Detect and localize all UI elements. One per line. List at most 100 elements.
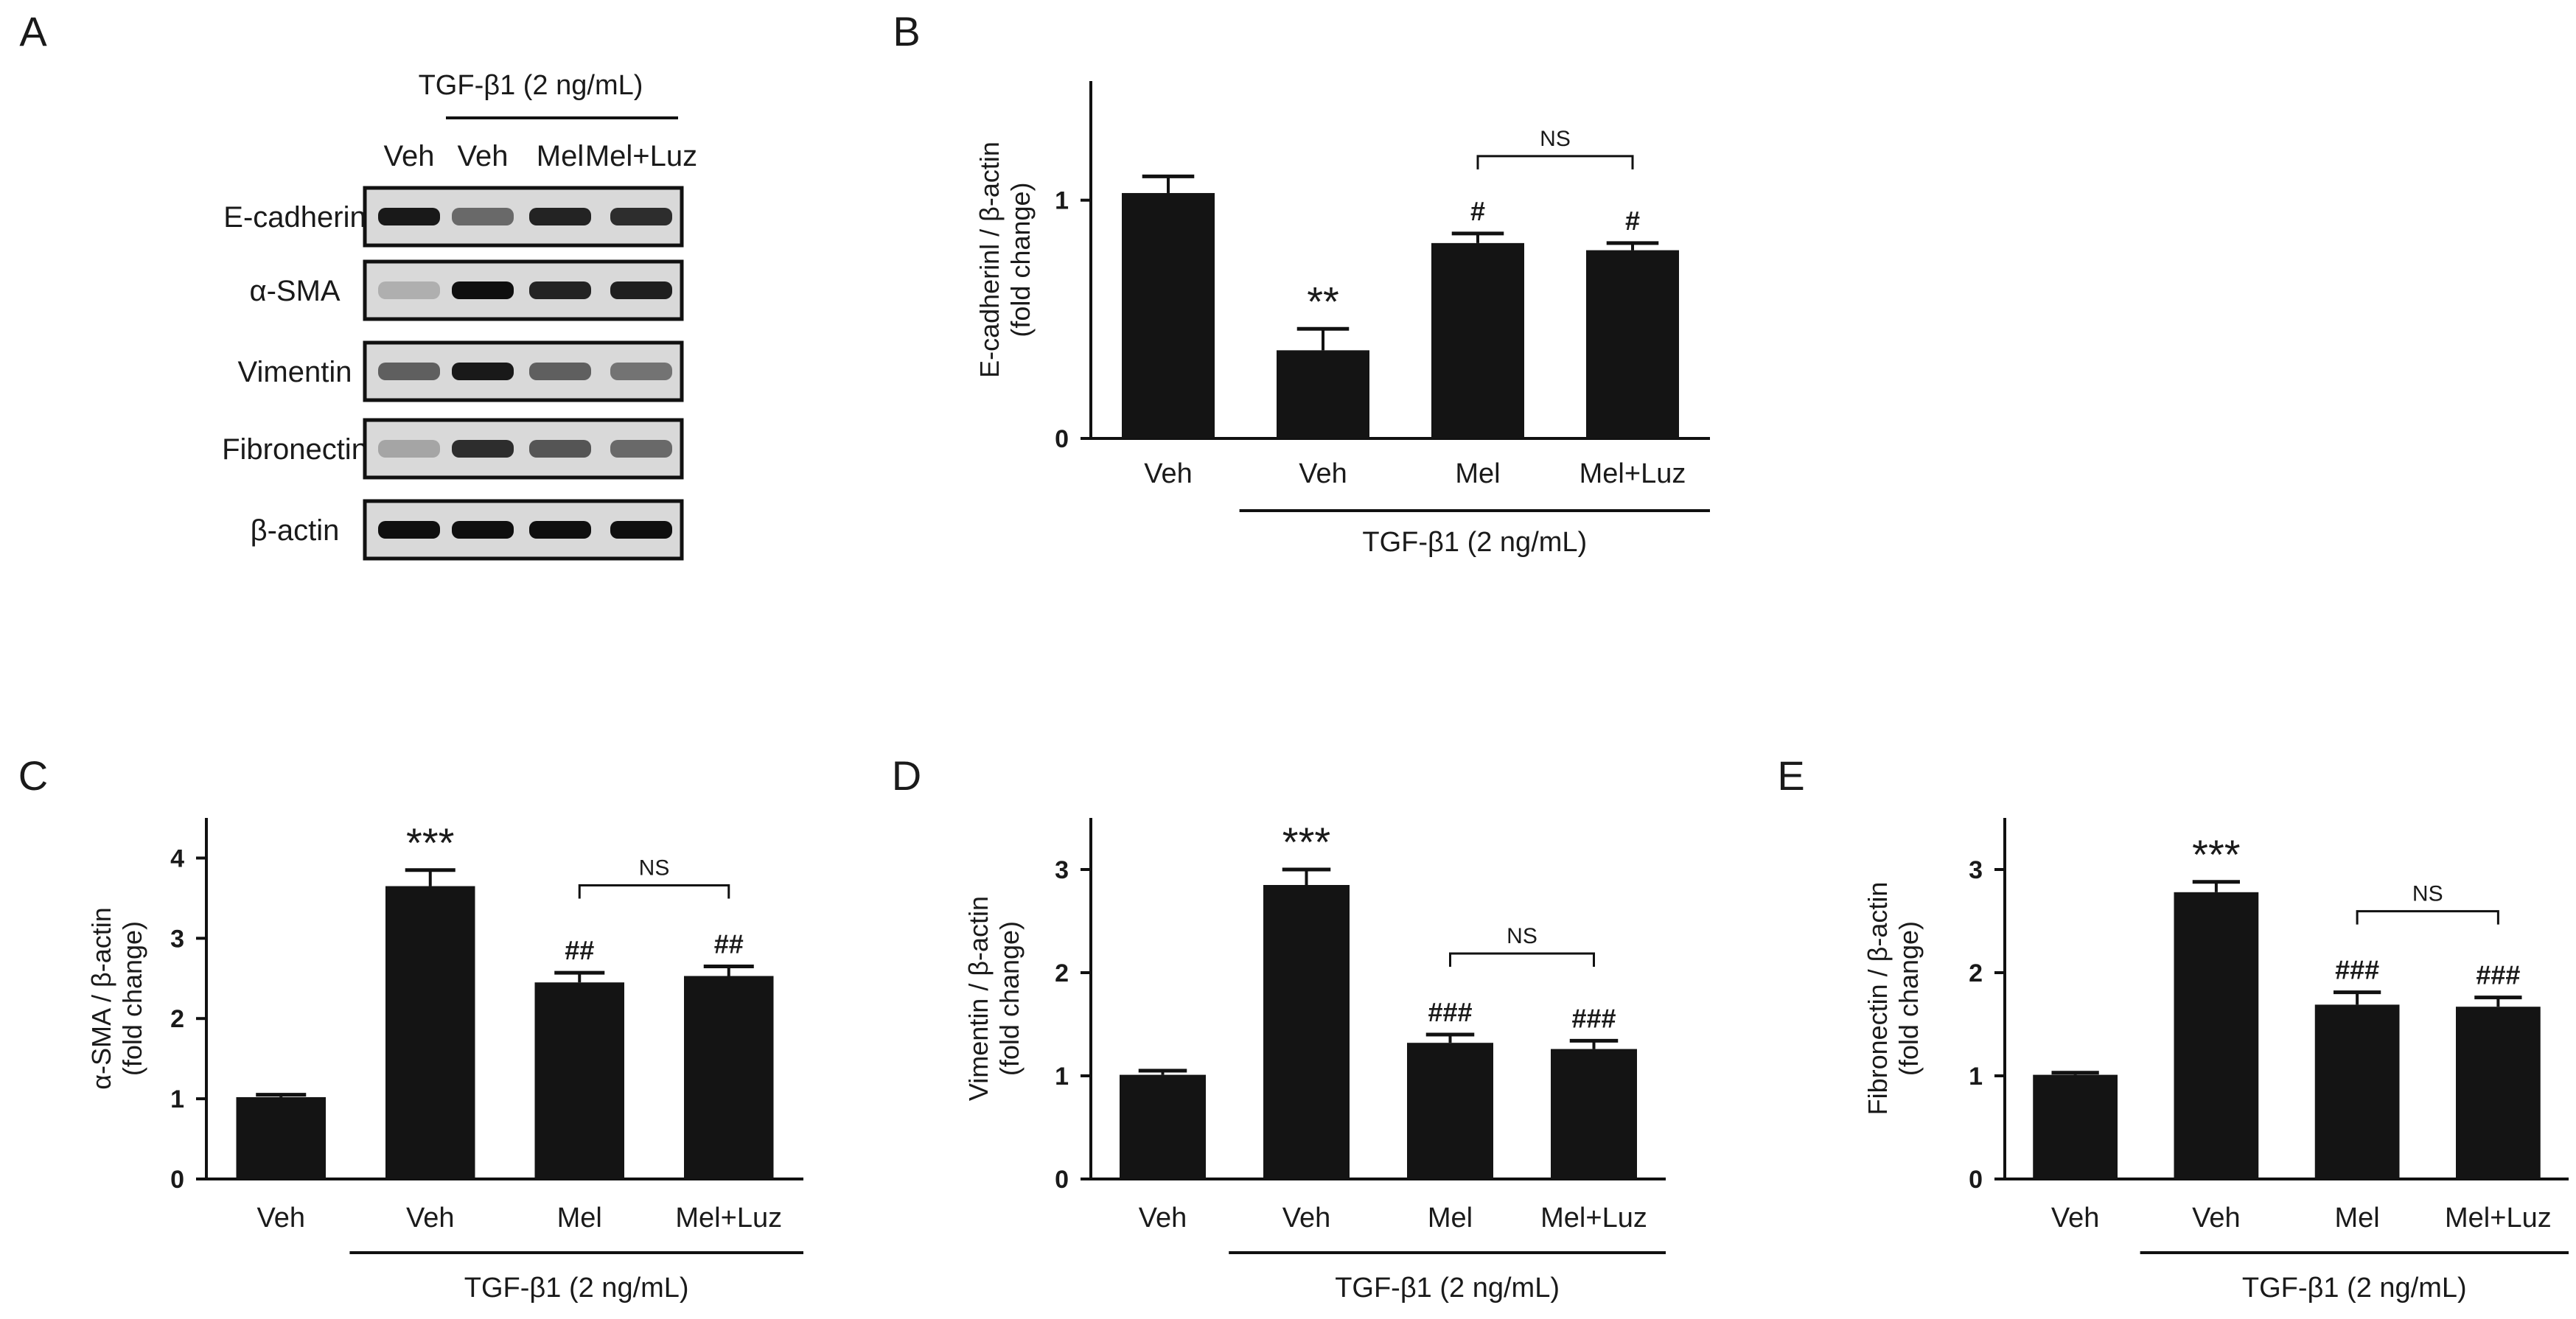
treatment-group-label: TGF-β1 (2 ng/mL): [1362, 527, 1587, 558]
y-tick-label: 0: [1055, 1166, 1069, 1194]
y-axis-label: Fibronectin / β-actin: [1863, 882, 1893, 1116]
y-tick-label: 3: [1969, 856, 1983, 884]
western-blot: TGF-β1 (2 ng/mL) Veh Veh Mel Mel+Luz E-cadher…: [222, 70, 697, 561]
bar: [385, 886, 475, 1179]
blot-band: [610, 208, 672, 225]
category-label: Mel: [1455, 458, 1500, 489]
significance-marker: ###: [2476, 960, 2520, 990]
bar-chart-b: 0 1 E-cadherinl / β-actin (fold change) Veh *…: [974, 81, 1710, 558]
blot-band: [452, 208, 514, 225]
y-tick-label: 2: [1969, 959, 1983, 987]
category-label: Veh: [1139, 1203, 1187, 1234]
category-label: Mel+Luz: [1540, 1203, 1647, 1234]
bar: [2456, 1007, 2541, 1179]
panel-label-d: D: [892, 752, 921, 799]
significance-marker: **: [1307, 278, 1339, 324]
blot-lane-label: Veh: [384, 140, 435, 172]
blot-band: [610, 521, 672, 539]
significance-marker: ***: [1282, 819, 1330, 865]
panel-label-a: A: [19, 8, 47, 55]
blot-band: [529, 440, 591, 458]
blot-band: [378, 440, 440, 458]
y-tick-label: 3: [1055, 856, 1069, 884]
significance-marker: ##: [714, 928, 744, 959]
y-axis-label: (fold change): [1893, 921, 1924, 1076]
blot-row-label: α-SMA: [249, 275, 340, 307]
significance-bracket-label: NS: [2412, 882, 2443, 906]
panel-label-e: E: [1777, 752, 1804, 799]
blot-band: [529, 208, 591, 225]
y-tick-label: 2: [1055, 959, 1069, 987]
y-tick-label: 4: [170, 844, 184, 872]
y-tick-label: 0: [1055, 425, 1069, 453]
significance-marker: #: [1625, 206, 1640, 236]
blot-band: [529, 521, 591, 539]
y-tick-label: 1: [1969, 1063, 1983, 1091]
blot-lane-label: Veh: [458, 140, 509, 172]
blot-band: [529, 363, 591, 380]
bar: [684, 976, 774, 1179]
blot-row-label: E-cadherin: [223, 201, 366, 234]
category-label: Veh: [1144, 458, 1193, 489]
blot-band: [378, 281, 440, 299]
y-axis-label: α-SMA / β-actin: [86, 907, 116, 1090]
treatment-group-label: TGF-β1 (2 ng/mL): [2242, 1273, 2467, 1304]
bar: [1277, 350, 1369, 438]
bar-chart-c: 0 1 2 3 4 α-SMA / β-actin (fold change) Veh *** V…: [86, 818, 803, 1304]
bar-chart-e: 0 1 2 3 Fibronectin / β-actin (fold change) Ve…: [1863, 818, 2569, 1304]
significance-bracket: [578, 884, 730, 899]
bar: [1431, 242, 1524, 438]
blot-band: [452, 281, 514, 299]
significance-bracket: [1449, 952, 1595, 967]
category-label: Mel+Luz: [1580, 458, 1686, 489]
blot-lane-label: Mel+Luz: [585, 140, 697, 172]
blot-treatment-label: TGF-β1 (2 ng/mL): [419, 70, 643, 101]
blot-row-label: β-actin: [251, 514, 340, 547]
category-label: Veh: [406, 1203, 455, 1234]
significance-bracket: [1476, 155, 1634, 169]
treatment-group-label: TGF-β1 (2 ng/mL): [464, 1273, 689, 1304]
blot-lane-label: Mel: [537, 140, 584, 172]
blot-band: [452, 363, 514, 380]
y-tick-label: 1: [1055, 187, 1069, 215]
y-axis-label: (fold change): [994, 921, 1025, 1076]
y-axis-label: Vimentin / β-actin: [963, 896, 994, 1101]
panel-label-b: B: [893, 8, 920, 55]
bar: [1586, 250, 1679, 438]
y-tick-label: 3: [170, 925, 184, 953]
y-tick-label: 0: [1969, 1166, 1983, 1194]
bar: [2174, 892, 2259, 1179]
category-label: Mel+Luz: [675, 1203, 782, 1234]
bar: [1122, 192, 1215, 438]
panel-label-c: C: [18, 752, 48, 799]
y-axis-label: (fold change): [1005, 182, 1036, 337]
category-label: Mel: [1428, 1203, 1473, 1234]
blot-row-label: Vimentin: [238, 356, 352, 388]
significance-bracket: [2356, 910, 2499, 925]
blot-band: [452, 440, 514, 458]
significance-marker: ***: [406, 819, 454, 866]
blot-band: [378, 521, 440, 539]
y-tick-label: 1: [1055, 1063, 1069, 1091]
y-tick-label: 1: [170, 1085, 184, 1113]
bar: [1407, 1043, 1493, 1179]
significance-marker: ###: [1428, 997, 1472, 1027]
category-label: Veh: [1299, 458, 1347, 489]
blot-band: [610, 363, 672, 380]
category-label: Veh: [256, 1203, 305, 1234]
y-axis-label: E-cadherinl / β-actin: [974, 141, 1005, 378]
category-label: Mel: [557, 1203, 602, 1234]
bar: [1551, 1049, 1637, 1179]
significance-bracket-label: NS: [1507, 924, 1537, 948]
y-tick-label: 0: [170, 1166, 184, 1194]
y-tick-label: 2: [170, 1005, 184, 1033]
blot-band: [610, 440, 672, 458]
treatment-group-label: TGF-β1 (2 ng/mL): [1335, 1273, 1560, 1304]
significance-marker: ***: [2192, 831, 2240, 878]
significance-marker: ##: [565, 935, 594, 965]
significance-marker: #: [1470, 196, 1485, 226]
significance-marker: ###: [2335, 955, 2379, 985]
significance-bracket-label: NS: [1540, 127, 1571, 151]
bar: [1120, 1074, 1206, 1179]
